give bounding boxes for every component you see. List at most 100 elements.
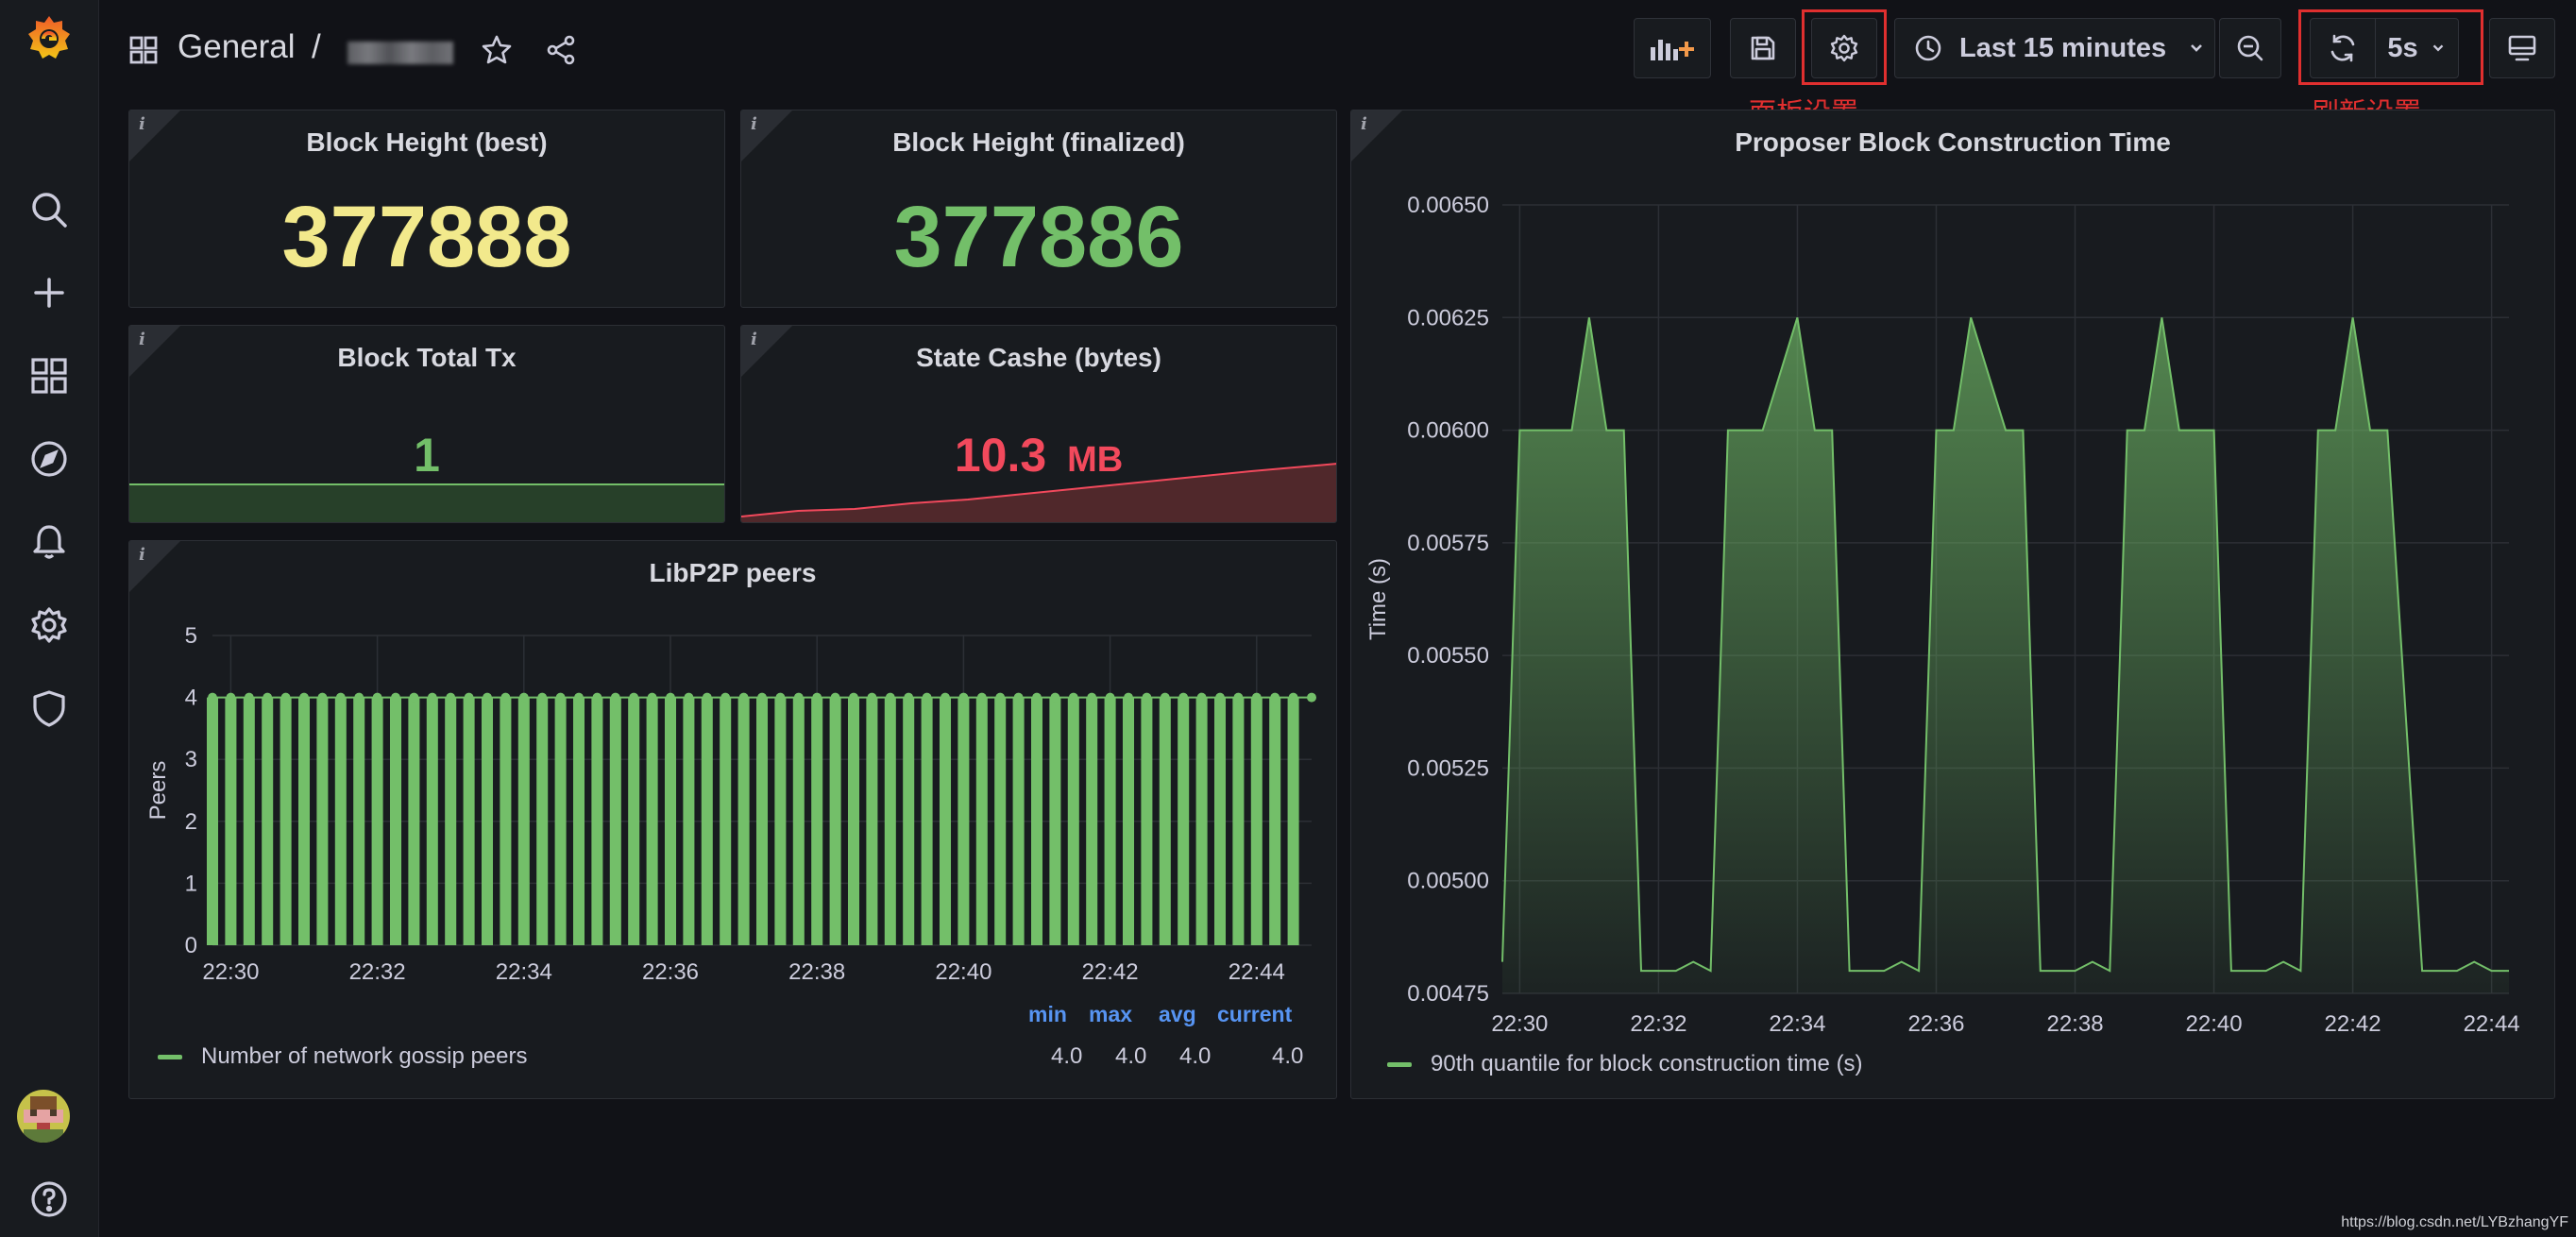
stat-sparkline: [741, 463, 1336, 522]
save-dashboard-button[interactable]: [1730, 18, 1796, 78]
panel-title[interactable]: LibP2P peers: [649, 558, 817, 587]
alerting-bell-icon[interactable]: [23, 516, 76, 568]
refresh-interval-picker[interactable]: 5s: [2376, 18, 2459, 78]
peer-bar: [297, 697, 311, 945]
panel-title[interactable]: Block Height (best): [306, 127, 548, 157]
legend-value-max: 4.0: [1115, 1043, 1147, 1069]
peer-bar: [609, 697, 621, 945]
peer-bar: [1287, 697, 1299, 945]
peer-bar: [884, 697, 896, 945]
peer-bar: [1213, 697, 1227, 945]
panel-block-height-finalized[interactable]: i Block Height (finalized) 377886: [740, 110, 1337, 308]
dashboard-name-redacted[interactable]: [347, 42, 453, 64]
x-tick-label: 22:30: [202, 959, 259, 985]
panel-info-corner[interactable]: [129, 110, 180, 161]
panel-info-corner[interactable]: [1351, 110, 1402, 161]
panel-state-cache[interactable]: i State Cashe (bytes) 10.3 MB: [740, 325, 1337, 523]
stat-sparkline: [129, 483, 724, 522]
breadcrumb-folder[interactable]: General: [178, 28, 296, 65]
legend-header-min[interactable]: min: [1028, 1002, 1067, 1026]
zoom-out-button[interactable]: [2219, 18, 2281, 78]
peer-bar: [408, 697, 420, 945]
peer-bar: [243, 697, 255, 945]
proposer-chart: Time (s) 0.00475 0.00500 0.00525 0.00550 0.00…: [1365, 193, 2520, 1037]
peer-bar: [774, 697, 787, 945]
y-tick-label: 0.00650: [1407, 193, 1489, 218]
peer-bar: [316, 697, 329, 945]
user-avatar[interactable]: [17, 1090, 70, 1143]
legend-value-min: 4.0: [1051, 1043, 1083, 1069]
peer-bar: [591, 697, 603, 945]
peer-bar: [664, 697, 677, 945]
configuration-gear-icon[interactable]: [23, 599, 76, 652]
panel-info-corner[interactable]: [129, 541, 180, 592]
tv-mode-button[interactable]: [2489, 18, 2555, 78]
peer-bar: [1086, 697, 1098, 945]
legend-item[interactable]: Number of network gossip peers: [158, 1043, 528, 1070]
peer-bar: [939, 697, 952, 945]
x-tick-label: 22:34: [496, 959, 552, 985]
peer-bar: [683, 697, 695, 945]
legend-header-max[interactable]: max: [1089, 1002, 1133, 1026]
peer-bar: [371, 697, 383, 945]
peer-bar: [994, 697, 1007, 945]
legend-swatch: [158, 1054, 182, 1059]
x-tick-label: 22:40: [935, 959, 991, 985]
y-tick-label: 1: [185, 871, 197, 896]
panel-info-corner[interactable]: [129, 326, 180, 377]
peer-bar: [646, 697, 658, 945]
panel-info-corner[interactable]: [741, 326, 792, 377]
info-icon: i: [751, 114, 757, 134]
peer-bar: [572, 697, 585, 945]
monitor-icon: [2508, 35, 2536, 61]
y-tick-label: 0.00500: [1407, 869, 1489, 894]
x-tick-label: 22:38: [2046, 1011, 2103, 1037]
peer-bar: [792, 697, 805, 945]
peer-bar: [737, 697, 750, 945]
search-icon[interactable]: [23, 183, 76, 236]
share-icon[interactable]: [544, 33, 578, 67]
peer-bar: [1232, 697, 1245, 945]
panel-proposer-block-time[interactable]: i Proposer Block Construction Time Time …: [1350, 110, 2555, 1099]
grafana-logo-icon[interactable]: [23, 11, 76, 64]
y-tick-label: 5: [185, 623, 197, 649]
peer-bar: [206, 697, 219, 945]
panel-title[interactable]: State Cashe (bytes): [916, 343, 1161, 372]
panel-title[interactable]: Block Height (finalized): [892, 127, 1185, 157]
y-tick-label: 0.00550: [1407, 643, 1489, 669]
peer-bar: [1030, 697, 1043, 945]
panel-block-height-best[interactable]: i Block Height (best) 377888: [128, 110, 725, 308]
dashboard-settings-button[interactable]: [1811, 18, 1877, 78]
plus-icon[interactable]: [23, 266, 76, 319]
peer-bar: [280, 697, 292, 945]
stat-value: 1: [414, 429, 440, 482]
y-tick-label: 0.00575: [1407, 531, 1489, 556]
peer-bar: [1159, 697, 1171, 945]
refresh-button[interactable]: [2310, 18, 2376, 78]
info-icon: i: [751, 330, 757, 349]
panel-info-corner[interactable]: [741, 110, 792, 161]
peer-bar: [389, 697, 402, 945]
legend-header-current[interactable]: current: [1217, 1002, 1293, 1026]
y-tick-label: 3: [185, 747, 197, 772]
help-icon[interactable]: [23, 1173, 76, 1226]
panel-title[interactable]: Proposer Block Construction Time: [1735, 127, 2171, 157]
server-admin-shield-icon[interactable]: [23, 682, 76, 735]
star-icon[interactable]: [480, 33, 514, 67]
x-tick-label: 22:32: [349, 959, 406, 985]
series-area: [1502, 317, 2509, 993]
y-tick-label: 0.00600: [1407, 418, 1489, 444]
y-axis-label: Peers: [145, 761, 171, 821]
panel-libp2p-peers[interactable]: i LibP2P peers Peers 0 1 2 3 4 5 22:30 22:32 22:3…: [128, 540, 1337, 1099]
panel-title[interactable]: Block Total Tx: [337, 343, 517, 372]
legend-header-avg[interactable]: avg: [1159, 1002, 1196, 1026]
dashboards-icon[interactable]: [23, 349, 76, 402]
libp2p-chart: Peers 0 1 2 3 4 5 22:30 22:32 22:34 22:36 22:38 22:4…: [145, 623, 1316, 985]
panel-block-total-tx[interactable]: i Block Total Tx 1: [128, 325, 725, 523]
add-panel-button[interactable]: [1634, 18, 1711, 78]
peer-bar: [554, 697, 567, 945]
explore-compass-icon[interactable]: [23, 432, 76, 485]
peer-bar: [262, 697, 274, 945]
time-range-picker[interactable]: Last 15 minutes: [1894, 18, 2215, 78]
legend-item[interactable]: 90th quantile for block construction tim…: [1387, 1051, 1863, 1077]
